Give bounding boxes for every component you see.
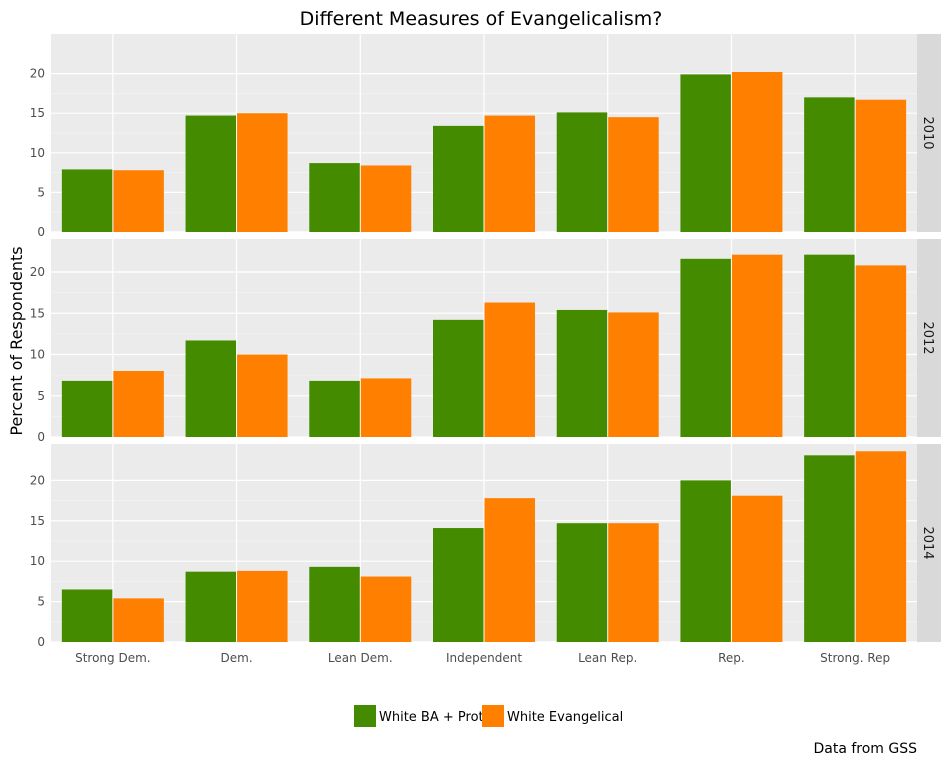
y-tick-label: 15 <box>30 306 45 320</box>
y-tick-label: 20 <box>30 473 45 487</box>
bar-2014-white-evangelical-0 <box>113 598 164 642</box>
x-axis-ticks: Strong Dem. Dem. Lean Dem. Independent Lean … <box>75 651 890 665</box>
x-tick-label: Lean Rep. <box>578 651 637 665</box>
bar-2012-white-ba-prot-5 <box>680 258 731 437</box>
bar-2010-white-evangelical-6 <box>855 99 907 233</box>
bar-2010-white-ba-prot-4 <box>556 112 608 232</box>
bar-2010-white-ba-prot-0 <box>61 169 113 232</box>
y-tick-label: 10 <box>30 348 45 362</box>
y-tick-label: 0 <box>37 635 45 649</box>
x-tick-label: Rep. <box>718 651 745 665</box>
y-tick-label: 15 <box>30 514 45 528</box>
y-axis-title: Percent of Respondents <box>7 246 26 435</box>
bar-2014-white-evangelical-1 <box>237 570 288 642</box>
bar-2012-white-ba-prot-1 <box>185 340 237 437</box>
y-tick-label: 10 <box>30 554 45 568</box>
panel-2010: 0 5 10 15 20 2010 <box>30 34 941 239</box>
legend-label-white-ba-prot: White BA + Prot <box>379 710 484 725</box>
bar-2010-white-ba-prot-3 <box>433 125 484 232</box>
bar-2010-white-ba-prot-6 <box>804 97 855 232</box>
facet-label-2014: 2014 <box>920 526 935 559</box>
bar-2012-white-evangelical-2 <box>360 378 412 437</box>
bar-2012-white-evangelical-6 <box>855 265 907 437</box>
x-tick-label: Independent <box>446 651 522 665</box>
bar-2014-white-ba-prot-3 <box>433 528 484 642</box>
bar-2014-white-ba-prot-1 <box>185 571 237 642</box>
bar-2014-white-evangelical-2 <box>360 576 412 642</box>
x-tick-label: Lean Dem. <box>328 651 393 665</box>
caption: Data from GSS <box>813 741 917 757</box>
bar-2012-white-ba-prot-3 <box>433 319 484 437</box>
chart-title: Different Measures of Evangelicalism? <box>300 8 663 30</box>
y-tick-label: 5 <box>37 595 45 609</box>
bar-2010-white-evangelical-3 <box>484 115 535 232</box>
bar-2014-white-ba-prot-2 <box>309 566 360 642</box>
legend: White BA + Prot White Evangelical <box>354 705 623 727</box>
bar-2014-white-evangelical-6 <box>855 451 907 642</box>
bar-2014-white-ba-prot-6 <box>804 455 855 642</box>
panels: 0 5 10 15 20 2010 0 5 10 15 20 2012 0 5 10 15 20 2014 <box>30 34 941 649</box>
bar-2010-white-evangelical-0 <box>113 170 164 232</box>
bar-2010-white-evangelical-1 <box>237 113 288 232</box>
legend-label-white-evangelical: White Evangelical <box>507 710 623 725</box>
bar-2010-white-ba-prot-2 <box>309 163 360 232</box>
bar-2012-white-evangelical-3 <box>484 302 535 437</box>
y-tick-label: 15 <box>30 106 45 120</box>
x-tick-label: Strong Dem. <box>75 651 151 665</box>
facet-strip <box>917 444 941 642</box>
y-tick-label: 5 <box>37 389 45 403</box>
bar-2010-white-ba-prot-5 <box>680 74 731 232</box>
y-tick-label: 20 <box>30 265 45 279</box>
facet-strip <box>917 34 941 232</box>
y-tick-label: 20 <box>30 67 45 81</box>
bar-2012-white-evangelical-1 <box>237 354 288 437</box>
legend-key-white-ba-prot <box>354 705 376 727</box>
x-tick-label: Strong. Rep <box>820 651 890 665</box>
panel-2014: 0 5 10 15 20 2014 <box>30 444 941 649</box>
y-tick-label: 0 <box>37 430 45 444</box>
bar-2014-white-ba-prot-0 <box>61 589 113 642</box>
bar-2012-white-evangelical-4 <box>608 312 659 437</box>
bar-2012-white-ba-prot-4 <box>556 309 608 437</box>
bar-2014-white-evangelical-5 <box>731 495 783 642</box>
bar-2010-white-evangelical-5 <box>731 72 783 233</box>
bar-2012-white-evangelical-5 <box>731 254 783 437</box>
facet-strip <box>917 239 941 437</box>
bar-2014-white-ba-prot-4 <box>556 523 608 642</box>
bar-2012-white-evangelical-0 <box>113 371 164 437</box>
y-tick-label: 0 <box>37 225 45 239</box>
y-tick-label: 5 <box>37 185 45 199</box>
facet-label-2012: 2012 <box>920 321 935 354</box>
bar-2010-white-evangelical-2 <box>360 165 412 232</box>
x-tick-label: Dem. <box>221 651 253 665</box>
bar-2012-white-ba-prot-0 <box>61 380 113 437</box>
bar-2012-white-ba-prot-6 <box>804 254 855 437</box>
bar-2010-white-evangelical-4 <box>608 117 659 232</box>
bar-2014-white-evangelical-4 <box>608 523 659 642</box>
y-tick-label: 10 <box>30 146 45 160</box>
bar-2012-white-ba-prot-2 <box>309 380 360 437</box>
facet-label-2010: 2010 <box>920 116 935 149</box>
legend-key-white-evangelical <box>482 705 504 727</box>
bar-2010-white-ba-prot-1 <box>185 115 237 232</box>
bar-2014-white-ba-prot-5 <box>680 480 731 642</box>
bar-2014-white-evangelical-3 <box>484 498 535 642</box>
panel-2012: 0 5 10 15 20 2012 <box>30 239 941 444</box>
